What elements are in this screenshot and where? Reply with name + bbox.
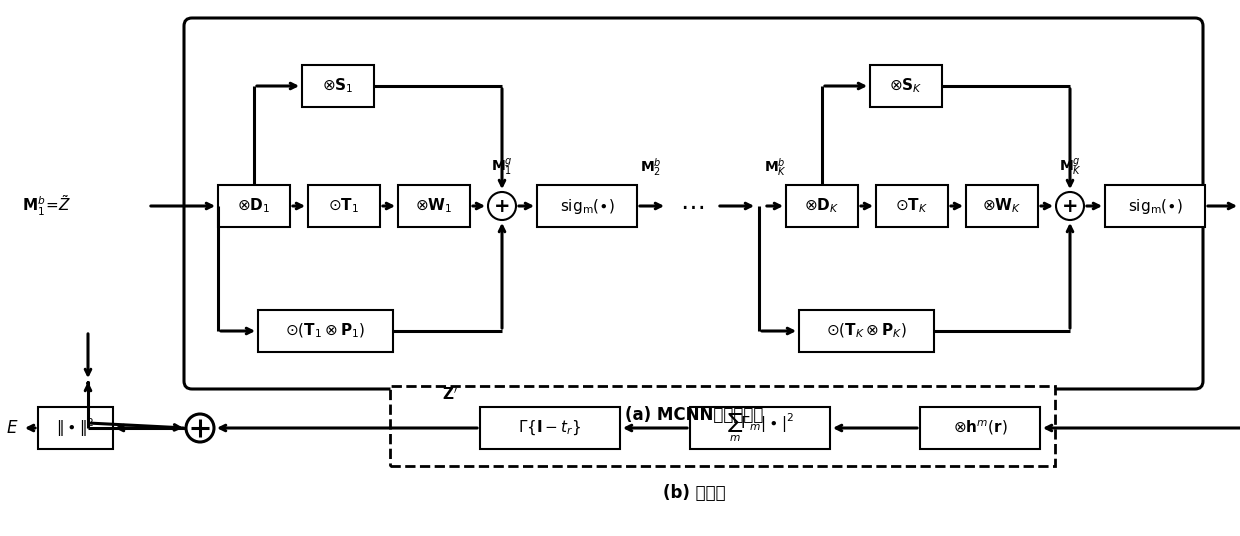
Circle shape bbox=[1056, 192, 1084, 220]
Bar bbox=[689, 407, 830, 449]
Text: $\otimes\mathbf{S}_K$: $\otimes\mathbf{S}_K$ bbox=[889, 77, 923, 95]
Text: $\|\bullet\|^2$: $\|\bullet\|^2$ bbox=[56, 416, 94, 440]
Text: $\mathbf{M}_1^b\!=\!\tilde{Z}$: $\mathbf{M}_1^b\!=\!\tilde{Z}$ bbox=[22, 194, 71, 218]
Text: $\odot(\mathbf{T}_K\otimes\mathbf{P}_K)$: $\odot(\mathbf{T}_K\otimes\mathbf{P}_K)$ bbox=[826, 322, 906, 340]
Text: $\Gamma\{\mathbf{I}-t_r\}$: $\Gamma\{\mathbf{I}-t_r\}$ bbox=[518, 419, 582, 437]
Text: $\mathbf{M}_2^b$: $\mathbf{M}_2^b$ bbox=[640, 156, 662, 178]
Text: $\mathbf{M}_K^b$: $\mathbf{M}_K^b$ bbox=[764, 156, 787, 178]
Text: $\odot\mathbf{T}_K$: $\odot\mathbf{T}_K$ bbox=[895, 197, 929, 215]
Bar bbox=[875, 185, 949, 227]
Text: $\mathrm{sig_m}(\bullet)$: $\mathrm{sig_m}(\bullet)$ bbox=[1127, 197, 1183, 215]
Bar bbox=[258, 310, 393, 352]
Text: $\mathbf{Z}'$: $\mathbf{Z}'$ bbox=[441, 386, 458, 403]
Text: $\otimes\mathbf{D}_1$: $\otimes\mathbf{D}_1$ bbox=[237, 197, 270, 215]
Text: $\otimes\mathbf{D}_K$: $\otimes\mathbf{D}_K$ bbox=[805, 197, 839, 215]
FancyBboxPatch shape bbox=[184, 18, 1203, 389]
Text: $\otimes\mathbf{h}^m(\mathbf{r})$: $\otimes\mathbf{h}^m(\mathbf{r})$ bbox=[952, 419, 1007, 437]
Bar bbox=[537, 185, 637, 227]
Text: $\otimes\mathbf{S}_1$: $\otimes\mathbf{S}_1$ bbox=[322, 77, 353, 95]
Bar bbox=[1105, 185, 1205, 227]
Bar bbox=[308, 185, 379, 227]
Text: $\odot(\mathbf{T}_1\otimes\mathbf{P}_1)$: $\odot(\mathbf{T}_1\otimes\mathbf{P}_1)$ bbox=[285, 322, 366, 340]
Bar bbox=[303, 65, 374, 107]
Bar bbox=[398, 185, 470, 227]
Bar bbox=[870, 65, 942, 107]
Text: $E$: $E$ bbox=[5, 419, 19, 437]
Bar bbox=[799, 310, 934, 352]
Circle shape bbox=[186, 414, 215, 442]
Text: $\otimes\mathbf{W}_1$: $\otimes\mathbf{W}_1$ bbox=[415, 197, 453, 215]
Bar bbox=[37, 407, 113, 449]
Text: +: + bbox=[1061, 197, 1079, 215]
Text: +: + bbox=[494, 197, 510, 215]
Circle shape bbox=[489, 192, 516, 220]
Text: (b) 解码器: (b) 解码器 bbox=[662, 484, 725, 502]
Bar bbox=[966, 185, 1038, 227]
Bar bbox=[218, 185, 290, 227]
Text: $\odot\mathbf{T}_1$: $\odot\mathbf{T}_1$ bbox=[329, 197, 360, 215]
Bar bbox=[786, 185, 858, 227]
Text: $\sum_m\Gamma_m|\bullet|^2$: $\sum_m\Gamma_m|\bullet|^2$ bbox=[727, 412, 794, 444]
Bar bbox=[480, 407, 620, 449]
Text: (a) MCNN（编码器）: (a) MCNN（编码器） bbox=[625, 406, 763, 424]
Text: $\mathbf{M}_K^g$: $\mathbf{M}_K^g$ bbox=[1059, 157, 1081, 178]
Bar bbox=[920, 407, 1040, 449]
Text: $\mathrm{sig_m}(\bullet)$: $\mathrm{sig_m}(\bullet)$ bbox=[559, 197, 615, 215]
Text: $\mathbf{M}_1^g$: $\mathbf{M}_1^g$ bbox=[491, 157, 513, 178]
Text: $\otimes\mathbf{W}_K$: $\otimes\mathbf{W}_K$ bbox=[982, 197, 1022, 215]
Text: $\cdots$: $\cdots$ bbox=[680, 194, 704, 218]
Bar bbox=[391, 386, 1055, 466]
